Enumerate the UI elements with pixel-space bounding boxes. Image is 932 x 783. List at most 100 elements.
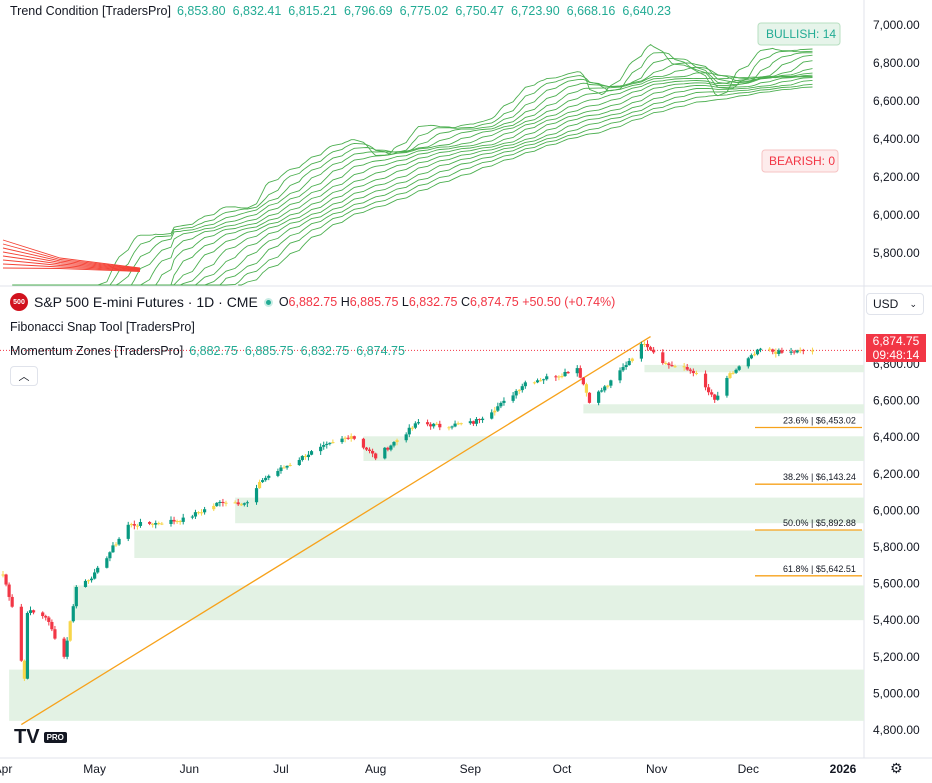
candle-body — [737, 366, 741, 370]
bearish-badge-label: BEARISH: 0 — [769, 154, 835, 168]
candle-body — [25, 612, 30, 679]
high-label: H — [340, 295, 350, 309]
candle-body — [328, 442, 332, 444]
candle-body — [157, 522, 161, 524]
bearish-badge: BEARISH: 0 — [761, 149, 839, 173]
trend-value: 6,750.47 — [455, 4, 504, 18]
candle-body — [780, 350, 784, 353]
candle-body — [7, 584, 11, 597]
candle-body — [694, 373, 698, 375]
candle-body — [648, 347, 653, 350]
currency-selector[interactable]: USD ⌄ — [866, 293, 924, 315]
candle-body — [490, 412, 494, 419]
candle-body — [86, 580, 91, 582]
candle-body — [160, 523, 164, 525]
ribbon-line — [67, 54, 813, 286]
ribbon-bearish-line — [2, 239, 141, 269]
candle-body — [126, 524, 130, 539]
candle-body — [386, 447, 390, 450]
tradingview-logo[interactable]: TV PRO — [14, 726, 67, 749]
time-axis-label: Apr — [0, 762, 12, 776]
candle-body — [19, 606, 23, 661]
candle-body — [383, 447, 387, 459]
price-tick-label: 6,400.00 — [873, 430, 920, 444]
candle-body — [471, 421, 475, 424]
candle-body — [710, 392, 714, 395]
candle-body — [758, 348, 763, 350]
candle-body — [190, 516, 194, 518]
trend-condition-values: 6,853.80 6,832.41 6,815.21 6,796.69 6,775.02… — [177, 4, 671, 18]
candle-body — [459, 423, 463, 425]
high-value: 6,885.75 — [349, 295, 399, 309]
time-axis-label: Aug — [365, 762, 386, 776]
candle-body — [193, 512, 198, 517]
trend-condition-title[interactable]: Trend Condition [TradersPro] — [10, 4, 171, 18]
candle-body — [630, 358, 634, 361]
candle-body — [196, 512, 201, 514]
candle-body — [673, 366, 677, 368]
symbol-title[interactable]: S&P 500 E-mini Futures · 1D · CME — [34, 294, 258, 310]
time-axis-label: Sep — [460, 762, 482, 776]
symbol-logo-icon: 500 — [10, 293, 28, 311]
candle-body — [535, 380, 540, 383]
ribbon-line — [48, 52, 813, 286]
top-y-tick-label: 6,400.00 — [873, 132, 920, 146]
candle-body — [279, 467, 283, 472]
time-axis-label: Jun — [180, 762, 199, 776]
candle-body — [597, 391, 601, 403]
time-axis-label: Jul — [273, 762, 288, 776]
candle-body — [661, 352, 665, 364]
candle-body — [801, 350, 805, 352]
ribbon-line — [116, 72, 813, 286]
candle-body — [603, 386, 607, 391]
candle-body — [606, 385, 610, 387]
candle-body — [4, 574, 8, 585]
momentum-indicator-title[interactable]: Momentum Zones [TradersPro] — [10, 344, 184, 358]
candle-body — [502, 400, 506, 403]
candle-body — [429, 424, 433, 427]
candle-body — [261, 480, 265, 482]
gear-icon[interactable]: ⚙ — [890, 760, 903, 776]
bar-countdown: 09:48:14 — [872, 348, 920, 362]
bullish-badge-bg — [757, 22, 841, 46]
ribbon-line — [134, 74, 813, 286]
close-value: 6,874.75 — [470, 295, 519, 309]
candle-body — [621, 367, 625, 371]
momentum-zone — [9, 669, 865, 721]
candle-body — [584, 384, 589, 393]
last-price-value: 6,874.75 — [872, 334, 920, 348]
bullish-badge: BULLISH: 14 — [757, 22, 841, 46]
candle-body — [224, 502, 228, 504]
candle-body — [792, 351, 796, 353]
candle-body — [44, 616, 48, 618]
candle-body — [264, 477, 268, 481]
candle-body — [53, 629, 57, 639]
fib-indicator-title[interactable]: Fibonacci Snap Tool [TradersPro] — [10, 320, 195, 334]
candle-body — [768, 348, 772, 350]
candle-body — [83, 580, 88, 587]
time-axis-label: 2026 — [830, 762, 857, 776]
bullish-badge-label: BULLISH: 14 — [766, 27, 836, 41]
candle-body — [685, 367, 689, 370]
candle-body — [609, 380, 613, 386]
collapse-legend-button[interactable]: ︿ — [10, 366, 38, 386]
candle-body — [450, 426, 454, 428]
momentum-value: 6,832.75 — [300, 344, 350, 358]
open-label: O — [278, 295, 289, 309]
candle-body — [68, 621, 72, 641]
price-tick-label: 5,800.00 — [873, 540, 920, 554]
candle-body — [89, 578, 94, 581]
candle-body — [752, 354, 757, 356]
candle-body — [447, 427, 451, 429]
candle-body — [361, 438, 366, 448]
momentum-zone — [73, 585, 865, 621]
ribbon-bearish-line — [2, 259, 141, 271]
candle-body — [581, 377, 585, 385]
trend-condition-legend: Trend Condition [TradersPro] 6,853.80 6,8… — [10, 4, 671, 18]
candle-body — [560, 376, 564, 378]
candle-body — [496, 406, 500, 411]
candle-body — [178, 521, 182, 523]
ribbon-line — [183, 77, 813, 286]
candle-body — [117, 538, 121, 545]
